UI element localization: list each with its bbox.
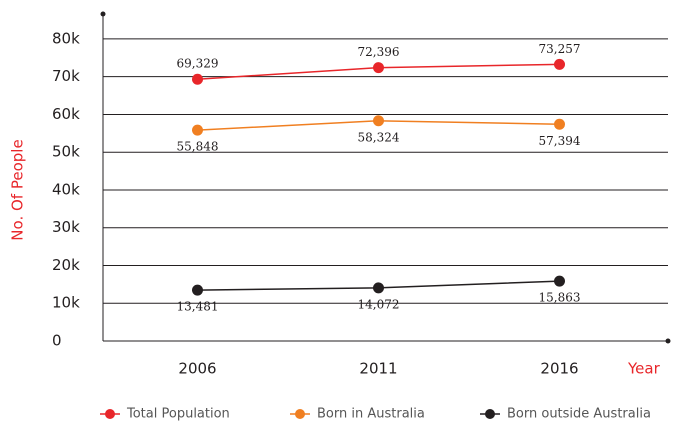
data-label: 15,863 — [539, 291, 581, 305]
legend-label: Born outside Australia — [507, 407, 651, 422]
legend-label: Born in Australia — [317, 407, 425, 422]
x-tick-label: 2006 — [178, 360, 216, 378]
data-label: 72,396 — [358, 45, 400, 59]
y-tick-label: 40k — [52, 180, 80, 198]
y-tick-label: 50k — [52, 143, 80, 161]
y-tick-label: 80k — [52, 29, 80, 47]
x-axis-label: Year — [627, 360, 661, 378]
y-axis-label: No. Of People — [9, 139, 27, 240]
point — [192, 124, 203, 136]
point — [373, 62, 384, 74]
point — [192, 73, 203, 85]
y-tick-label: 70k — [52, 67, 80, 85]
x-tick-label: 2011 — [359, 360, 397, 378]
data-label: 13,481 — [177, 300, 219, 314]
y-tick-label: 10k — [52, 294, 80, 312]
data-label: 58,324 — [358, 130, 400, 144]
axis-end — [100, 11, 106, 17]
data-label: 55,848 — [177, 140, 219, 154]
legend-marker — [485, 409, 495, 419]
data-label: 14,072 — [358, 297, 400, 311]
data-label: 69,329 — [177, 57, 219, 71]
data-label: 73,257 — [539, 42, 581, 56]
y-tick-label: 30k — [52, 218, 80, 236]
legend-marker — [105, 409, 115, 419]
point — [554, 58, 565, 70]
point — [373, 115, 384, 127]
y-tick-label: 60k — [52, 105, 80, 123]
y-tick-label: 0 — [52, 332, 62, 350]
legend-marker — [295, 409, 305, 419]
y-tick-label: 20k — [52, 256, 80, 274]
point — [192, 284, 203, 296]
point — [554, 275, 565, 287]
point — [554, 118, 565, 130]
point — [373, 282, 384, 294]
data-label: 57,394 — [539, 134, 581, 148]
legend-label: Total Population — [126, 407, 230, 422]
x-tick-label: 2016 — [540, 360, 578, 378]
